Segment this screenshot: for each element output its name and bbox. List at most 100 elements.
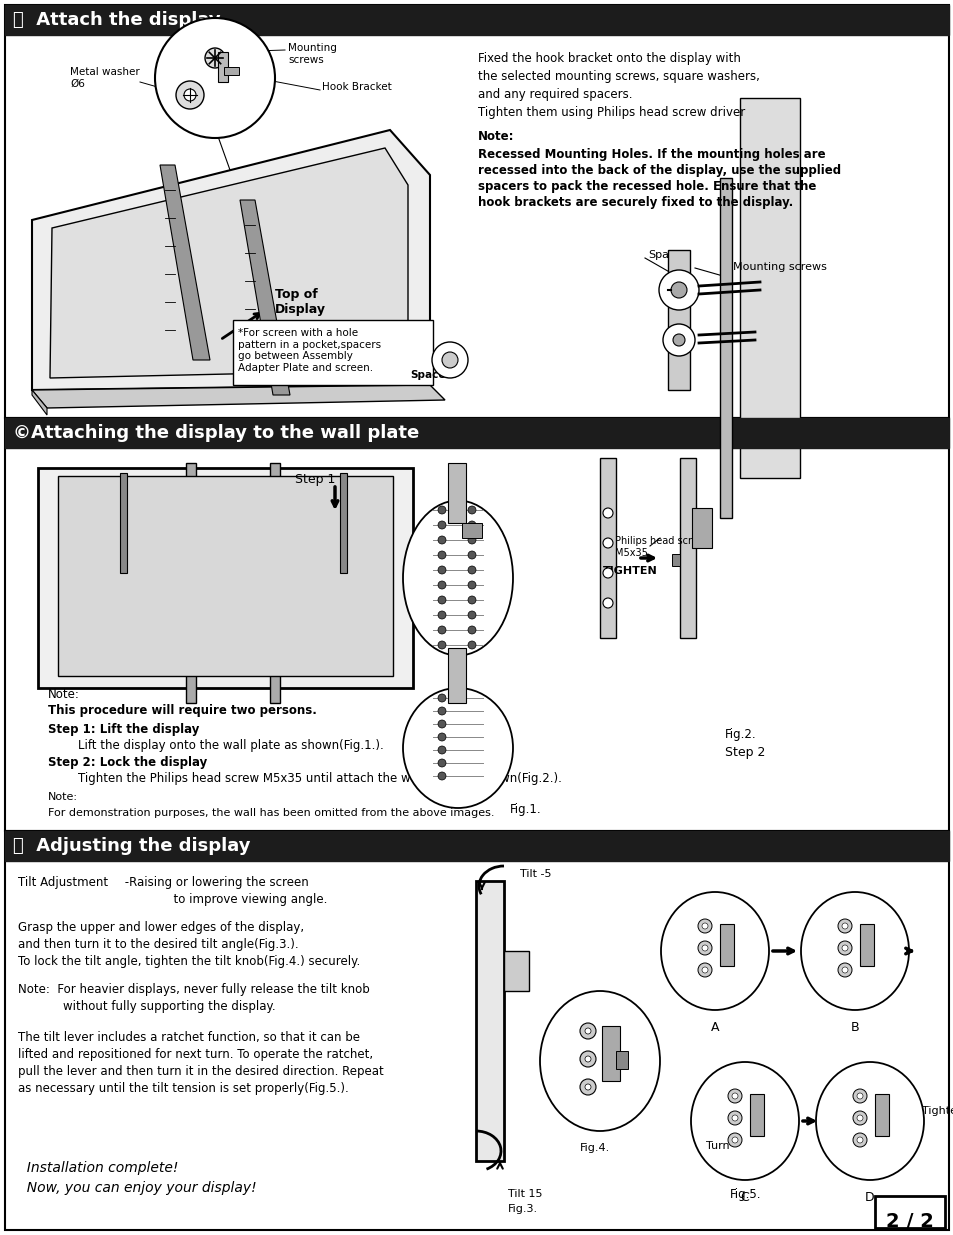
- Circle shape: [837, 963, 851, 977]
- Circle shape: [437, 746, 446, 755]
- Text: *For screen with a hole
pattern in a pocket,spacers
go between Assembly
Adapter : *For screen with a hole pattern in a poc…: [237, 329, 381, 373]
- Text: The tilt lever includes a ratchet function, so that it can be: The tilt lever includes a ratchet functi…: [18, 1031, 359, 1044]
- Text: 2 / 2: 2 / 2: [885, 1212, 933, 1231]
- Text: TIGHTEN: TIGHTEN: [602, 566, 657, 576]
- Circle shape: [437, 626, 446, 634]
- Text: to improve viewing angle.: to improve viewing angle.: [121, 893, 327, 906]
- Circle shape: [437, 551, 446, 559]
- Circle shape: [727, 1112, 741, 1125]
- Text: Note:: Note:: [477, 130, 514, 143]
- Circle shape: [731, 1137, 738, 1144]
- Text: Lift the display onto the wall plate as shown(Fig.1.).: Lift the display onto the wall plate as …: [48, 739, 383, 752]
- Circle shape: [698, 941, 711, 955]
- Bar: [720, 178, 731, 517]
- Text: Note:  For heavier displays, never fully release the tilt knob: Note: For heavier displays, never fully …: [18, 983, 370, 995]
- Circle shape: [175, 82, 204, 109]
- Polygon shape: [476, 881, 503, 1161]
- Text: This procedure will require two persons.: This procedure will require two persons.: [48, 704, 316, 718]
- Circle shape: [432, 342, 468, 378]
- Text: the selected mounting screws, square washers,: the selected mounting screws, square was…: [477, 70, 760, 83]
- Circle shape: [731, 1093, 738, 1099]
- Text: Fig.3.: Fig.3.: [507, 1204, 537, 1214]
- Text: recessed into the back of the display, use the supplied: recessed into the back of the display, u…: [477, 164, 841, 177]
- Text: Fig.2.: Fig.2.: [724, 727, 756, 741]
- Circle shape: [468, 611, 476, 619]
- Circle shape: [468, 626, 476, 634]
- Polygon shape: [32, 385, 444, 408]
- Bar: [616, 1051, 627, 1070]
- Bar: [5, 5, 948, 35]
- Circle shape: [659, 270, 699, 310]
- Bar: [339, 473, 347, 573]
- Text: as necessary until the tilt tension is set properly(Fig.5.).: as necessary until the tilt tension is s…: [18, 1082, 349, 1095]
- Text: Grasp the upper and lower edges of the display,: Grasp the upper and lower edges of the d…: [18, 921, 304, 934]
- Bar: [601, 1026, 619, 1081]
- Bar: [120, 473, 127, 573]
- Text: Step 1: Lift the display: Step 1: Lift the display: [48, 722, 199, 736]
- Circle shape: [437, 760, 446, 767]
- Text: Mounting screws: Mounting screws: [732, 262, 826, 272]
- Bar: [679, 458, 696, 638]
- Circle shape: [602, 598, 613, 608]
- Circle shape: [701, 967, 707, 973]
- Circle shape: [856, 1093, 862, 1099]
- Text: Tilt 15: Tilt 15: [507, 1189, 542, 1199]
- Circle shape: [701, 923, 707, 929]
- Circle shape: [468, 506, 476, 514]
- Circle shape: [441, 352, 457, 368]
- Bar: [667, 249, 689, 390]
- Polygon shape: [50, 148, 408, 378]
- Text: Tilt -5: Tilt -5: [519, 869, 551, 879]
- Text: Step 2: Step 2: [724, 746, 764, 760]
- Text: and any required spacers.: and any required spacers.: [477, 88, 632, 101]
- Text: ©Attaching the display to the wall plate: ©Attaching the display to the wall plate: [13, 424, 418, 442]
- Text: Spacers: Spacers: [410, 370, 456, 380]
- Ellipse shape: [402, 688, 513, 808]
- Circle shape: [468, 597, 476, 604]
- Bar: [186, 463, 195, 703]
- Text: Tilt Adjustment: Tilt Adjustment: [18, 876, 108, 889]
- Circle shape: [437, 580, 446, 589]
- Circle shape: [837, 941, 851, 955]
- Text: Fig.1.: Fig.1.: [510, 803, 541, 816]
- Polygon shape: [32, 390, 47, 415]
- Bar: [749, 1094, 763, 1136]
- Bar: [503, 951, 529, 990]
- Bar: [461, 522, 481, 538]
- Bar: [38, 468, 413, 688]
- Text: and then turn it to the desired tilt angle(Fig.3.).: and then turn it to the desired tilt ang…: [18, 939, 298, 951]
- Text: Metal washer
Ø6: Metal washer Ø6: [70, 67, 139, 89]
- Circle shape: [468, 551, 476, 559]
- Circle shape: [437, 641, 446, 650]
- Text: Ⓑ  Attach the display: Ⓑ Attach the display: [13, 11, 220, 28]
- Circle shape: [727, 1089, 741, 1103]
- Bar: [233, 320, 433, 385]
- Circle shape: [154, 19, 274, 138]
- Circle shape: [856, 1115, 862, 1121]
- Circle shape: [856, 1137, 862, 1144]
- Text: Turn: Turn: [705, 1141, 729, 1151]
- Text: For demonstration purposes, the wall has been omitted from the above images.: For demonstration purposes, the wall has…: [48, 808, 494, 818]
- Circle shape: [437, 611, 446, 619]
- Bar: [448, 648, 465, 703]
- Circle shape: [841, 923, 847, 929]
- Circle shape: [437, 734, 446, 741]
- Text: Step 1: Step 1: [294, 473, 335, 487]
- Bar: [671, 555, 679, 566]
- Bar: [5, 417, 948, 448]
- Circle shape: [437, 706, 446, 715]
- Circle shape: [437, 506, 446, 514]
- Text: Recessed Mounting Holes. If the mounting holes are: Recessed Mounting Holes. If the mounting…: [477, 148, 824, 161]
- Circle shape: [437, 521, 446, 529]
- Text: without fully supporting the display.: without fully supporting the display.: [18, 1000, 275, 1013]
- Circle shape: [437, 536, 446, 543]
- Circle shape: [579, 1079, 596, 1095]
- Bar: [720, 924, 733, 966]
- Polygon shape: [32, 130, 430, 390]
- Bar: [5, 831, 948, 861]
- Circle shape: [468, 521, 476, 529]
- Text: C: C: [740, 1191, 749, 1204]
- Circle shape: [468, 641, 476, 650]
- Circle shape: [837, 919, 851, 932]
- Circle shape: [584, 1056, 590, 1062]
